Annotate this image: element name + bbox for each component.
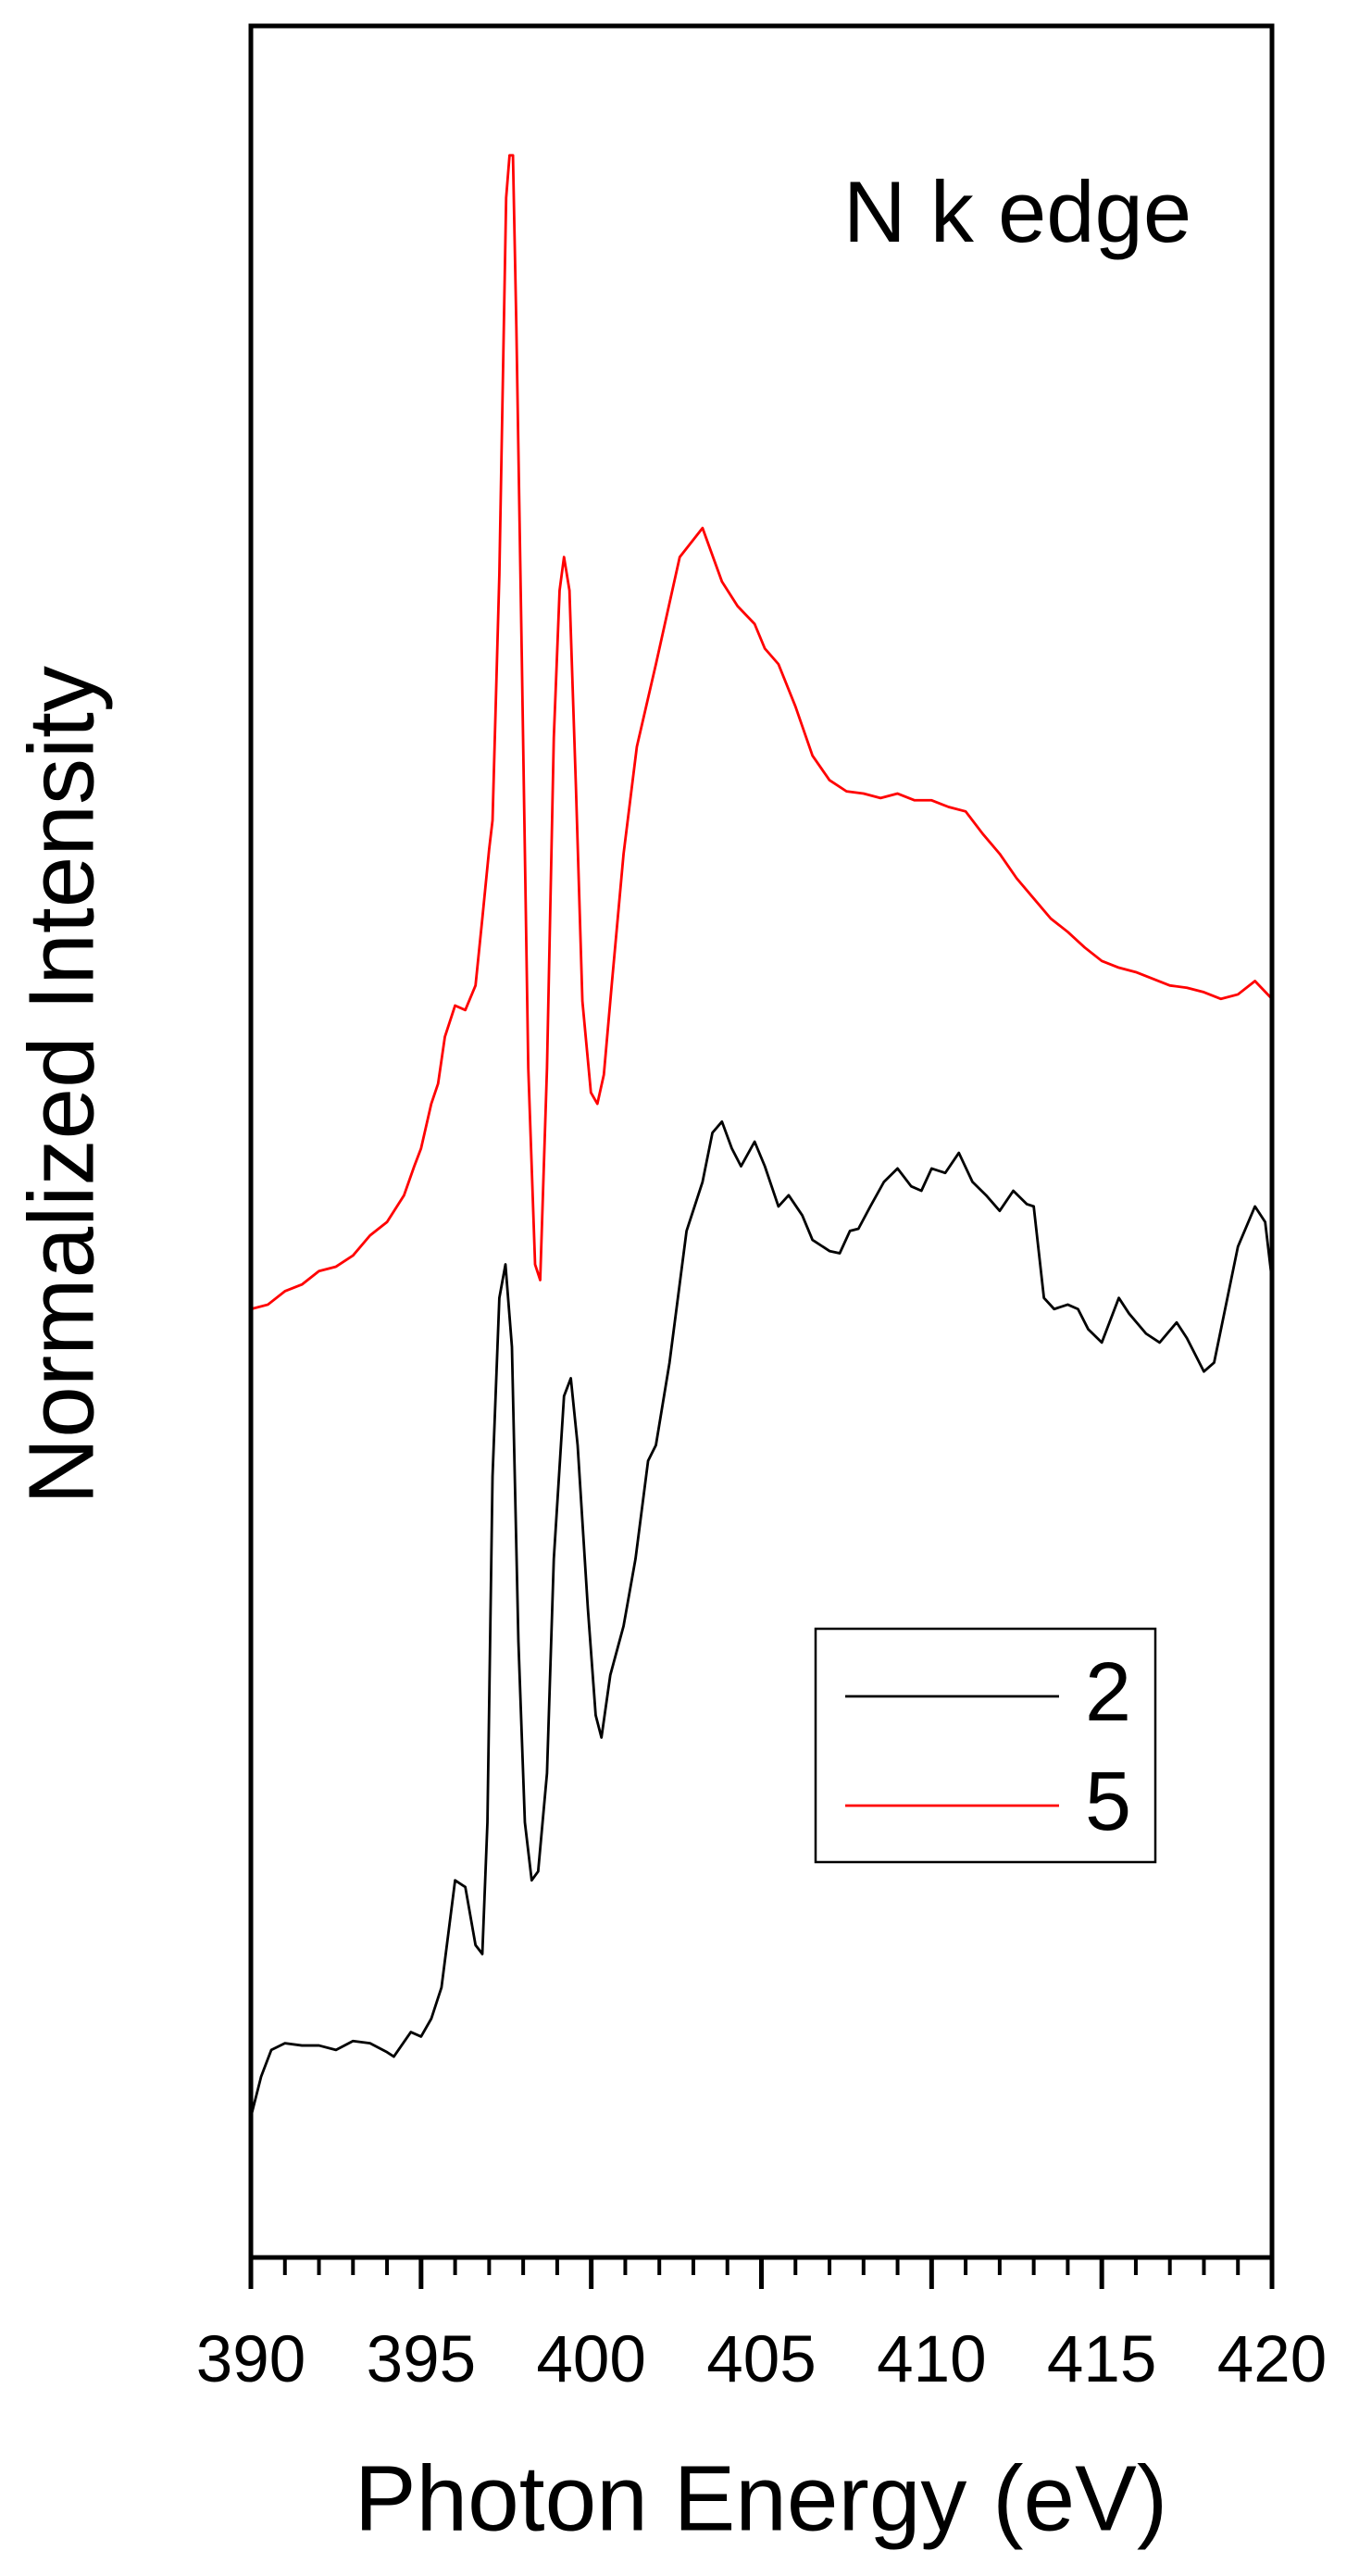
x-tick-label: 405 [706,2323,816,2396]
series-line [250,154,1274,1311]
annotation: N k edge [843,163,1191,260]
x-tick-label: 400 [536,2323,645,2396]
x-tick-label: 390 [196,2323,305,2396]
x-tick-label: 415 [1047,2323,1156,2396]
plot-area: 390 395 400 405 410 415 420 [196,23,1327,2396]
legend-label: 2 [1085,1646,1131,1739]
x-tick-label: 395 [367,2323,476,2396]
series-line [249,1119,1274,2118]
x-tick-label: 410 [877,2323,986,2396]
x-tick-label: 420 [1217,2323,1327,2396]
legend-box [814,1627,1157,1864]
x-axis-title: Photon Energy (eV) [355,2446,1167,2550]
legend-label: 5 [1085,1756,1131,1848]
y-axis-title: Normalized Intensity [9,666,113,1505]
legend: 25 [814,1627,1157,1864]
